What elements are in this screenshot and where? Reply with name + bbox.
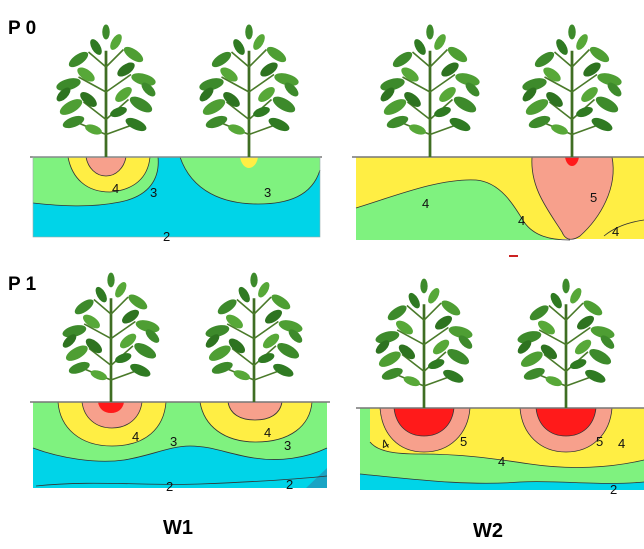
zone-level-5 (228, 402, 282, 420)
plant-icon (514, 277, 618, 410)
panel-p0-w1: 4 3 3 2 (30, 156, 322, 244)
zone-level-4 (240, 157, 258, 168)
contour-label: 2 (610, 482, 617, 497)
zone-level-3 (180, 157, 320, 204)
column-label-w1: W1 (163, 517, 193, 539)
contour-label: 4 (518, 213, 525, 228)
zone-level-6 (394, 408, 454, 436)
plant-icon (59, 271, 163, 404)
plant-icon (376, 23, 484, 159)
contour-label: 4 (132, 429, 139, 444)
contour-label: 4 (422, 196, 429, 211)
contour-label: 4 (498, 454, 505, 469)
plant-icon (518, 23, 626, 159)
zone-level-6 (536, 408, 596, 436)
contour-label: 5 (596, 434, 603, 449)
zone-level-6 (565, 157, 579, 166)
zone-level-5 (86, 157, 126, 176)
contour-label: 3 (264, 185, 271, 200)
plant-icon (52, 23, 160, 159)
panel-p1-w2: 4 5 4 5 4 2 (356, 407, 644, 497)
contour-label: 2 (286, 477, 293, 492)
contour-label: 4 (612, 224, 619, 239)
plant-icon (195, 23, 303, 159)
panel-p0-w2: 4 4 5 4 (352, 156, 644, 257)
row-label-p0: P 0 (8, 18, 36, 39)
contour-label: 3 (284, 438, 291, 453)
zone-level-5 (82, 402, 142, 428)
contour-label: 4 (618, 436, 625, 451)
contour-label: 3 (170, 434, 177, 449)
zone-level-6 (98, 402, 124, 413)
zone-level-4 (200, 402, 312, 442)
plant-icon (372, 277, 476, 410)
zone-level-1 (306, 468, 327, 488)
contour-label: 3 (150, 185, 157, 200)
panel-p1-w1: 4 3 4 3 2 2 (30, 401, 330, 494)
contour-label: 2 (166, 479, 173, 494)
contour-label: 5 (460, 434, 467, 449)
contour-label: 5 (590, 190, 597, 205)
column-label-w2: W2 (473, 520, 503, 542)
zone-level-3 (356, 179, 570, 240)
plant-icon (202, 271, 306, 404)
contour-label: 4 (112, 181, 119, 196)
red-mark (509, 255, 518, 257)
contour-label: 4 (264, 425, 271, 440)
row-label-p1: P 1 (8, 274, 37, 295)
zone-level-5 (531, 157, 614, 240)
contour-label: 2 (163, 229, 170, 244)
